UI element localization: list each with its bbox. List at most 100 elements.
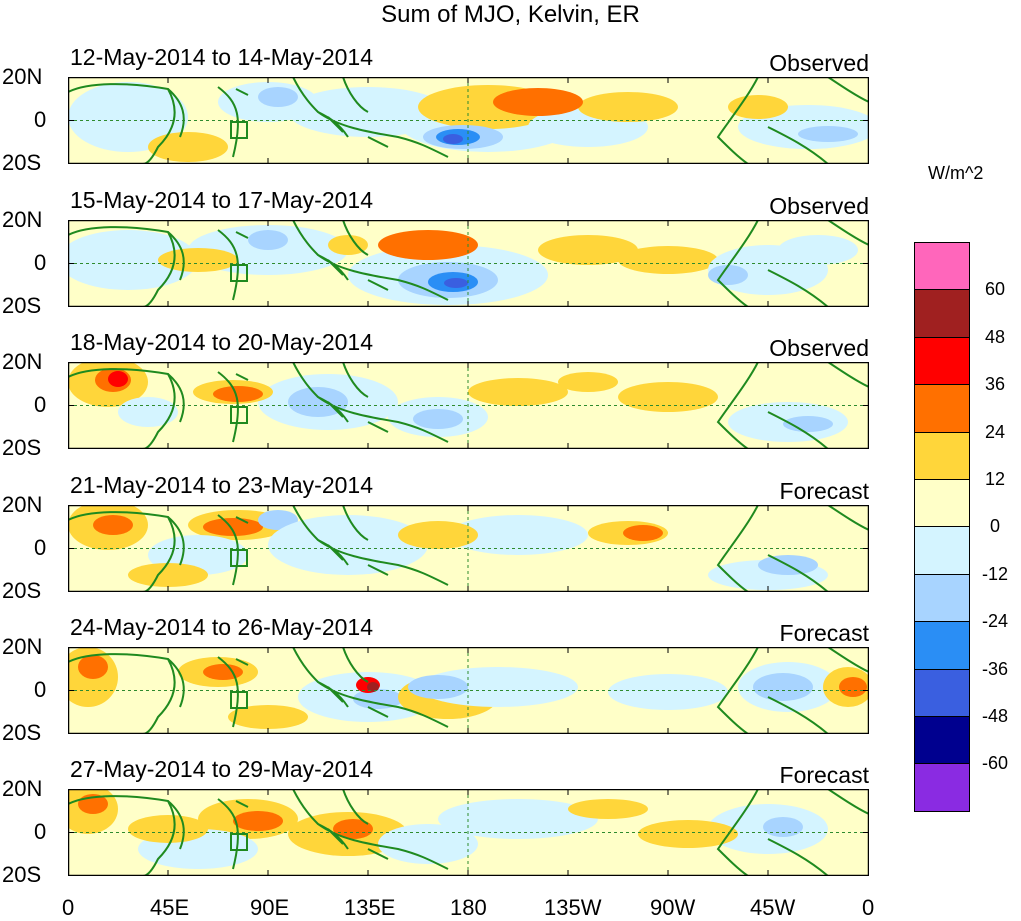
- anomaly-contour: [328, 235, 368, 255]
- latitude-label: 0: [34, 819, 47, 844]
- anomaly-contour: [798, 126, 858, 142]
- anomaly-contour: [93, 515, 133, 535]
- latitude-label: 20S: [2, 293, 42, 318]
- anomaly-contour: [333, 819, 373, 839]
- anomaly-map: [68, 220, 869, 307]
- longitude-label: 90E: [250, 895, 290, 920]
- colorbar-swatch: [914, 242, 970, 291]
- anomaly-contour: [258, 510, 298, 530]
- anomaly-contour: [118, 397, 178, 427]
- anomaly-contour: [248, 230, 288, 250]
- panel-date-range: 18-May-2014 to 20-May-2014: [70, 329, 373, 355]
- longitude-label: 180: [450, 895, 487, 920]
- panel-date-range: 27-May-2014 to 29-May-2014: [70, 756, 373, 782]
- anomaly-contour: [783, 416, 833, 432]
- coastline: [68, 647, 869, 734]
- anomaly-contour: [623, 525, 663, 541]
- latitude-label: 20N: [2, 776, 43, 801]
- colorbar-label: 60: [984, 279, 1006, 300]
- anomaly-map: [68, 647, 869, 734]
- anomaly-contour: [418, 667, 578, 707]
- figure-title: Sum of MJO, Kelvin, ER: [381, 1, 640, 28]
- latitude-label: 20N: [2, 349, 43, 374]
- longitude-label: 45W: [750, 895, 796, 920]
- latitude-label: 0: [34, 677, 47, 702]
- anomaly-map: [68, 362, 869, 449]
- latitude-label: 20N: [2, 64, 43, 89]
- anomaly-map: [68, 505, 869, 592]
- latitude-label: 20N: [2, 634, 43, 659]
- latitude-label: 20S: [2, 578, 42, 603]
- coastline: [68, 789, 869, 876]
- anomaly-contour: [444, 278, 468, 288]
- anomaly-contour: [203, 518, 263, 536]
- anomaly-contour: [288, 387, 348, 417]
- anomaly-contour: [443, 134, 463, 144]
- colorbar-swatch: [914, 716, 970, 765]
- colorbar-swatch: [914, 763, 970, 812]
- coastline: [68, 505, 869, 592]
- anomaly-contour: [68, 230, 198, 290]
- anomaly-contour: [558, 372, 618, 392]
- anomaly-contour: [367, 682, 379, 692]
- longitude-label: 45E: [150, 895, 190, 920]
- colorbar-label: 48: [984, 326, 1006, 347]
- colorbar-label: -36: [981, 658, 1008, 679]
- anomaly-contour: [258, 87, 298, 107]
- colorbar-swatch: [914, 289, 970, 338]
- panel-date-range: 21-May-2014 to 23-May-2014: [70, 472, 373, 498]
- anomaly-contour: [68, 82, 188, 152]
- anomaly-contour: [148, 132, 228, 162]
- longitude-label: 0: [62, 895, 75, 920]
- colorbar-label: 0: [989, 516, 1000, 537]
- anomaly-contour: [778, 235, 858, 265]
- anomaly-contour: [839, 677, 867, 697]
- latitude-label: 20S: [2, 150, 42, 175]
- colorbar-label: -12: [981, 563, 1008, 584]
- colorbar-label: 24: [984, 421, 1006, 442]
- coastline: [68, 362, 869, 449]
- anomaly-contour: [128, 815, 208, 843]
- anomaly-contour: [398, 521, 478, 549]
- longitude-label: 0: [862, 895, 875, 920]
- latitude-label: 0: [34, 107, 47, 132]
- anomaly-contour: [438, 799, 598, 839]
- anomaly-contour: [578, 92, 678, 122]
- colorbar-swatch: [914, 479, 970, 528]
- anomaly-contour: [618, 246, 718, 274]
- colorbar-swatch: [914, 384, 970, 433]
- anomaly-contour: [128, 563, 208, 587]
- colorbar-swatch: [914, 668, 970, 717]
- panel-date-range: 12-May-2014 to 14-May-2014: [70, 44, 373, 70]
- latitude-label: 20N: [2, 492, 43, 517]
- anomaly-contour: [468, 378, 568, 406]
- anomaly-map: [68, 77, 869, 164]
- colorbar-swatch: [914, 621, 970, 670]
- colorbar-swatch: [914, 431, 970, 480]
- colorbar-swatch: [914, 526, 970, 575]
- anomaly-contour: [608, 674, 728, 710]
- latitude-label: 20S: [2, 435, 42, 460]
- anomaly-contour: [378, 230, 478, 260]
- latitude-label: 0: [34, 250, 47, 275]
- anomaly-contour: [408, 675, 468, 699]
- panel-status: Forecast: [779, 620, 869, 646]
- anomaly-contour: [753, 673, 813, 701]
- colorbar-label: 36: [984, 374, 1006, 395]
- anomaly-contour: [708, 265, 748, 285]
- latitude-label: 0: [34, 392, 47, 417]
- longitude-label: 135E: [344, 895, 396, 920]
- anomaly-contour: [618, 382, 718, 412]
- anomaly-contour: [413, 409, 463, 429]
- anomaly-contour: [228, 705, 308, 729]
- anomaly-contour: [448, 515, 588, 555]
- anomaly-contour: [108, 371, 128, 387]
- latitude-label: 20S: [2, 720, 42, 745]
- colorbar-swatch: [914, 573, 970, 623]
- latitude-label: 0: [34, 535, 47, 560]
- anomaly-contour: [378, 824, 478, 864]
- panel-status: Observed: [769, 193, 869, 219]
- anomaly-contour: [763, 817, 803, 837]
- anomaly-contour: [78, 655, 108, 679]
- anomaly-contour: [638, 820, 738, 848]
